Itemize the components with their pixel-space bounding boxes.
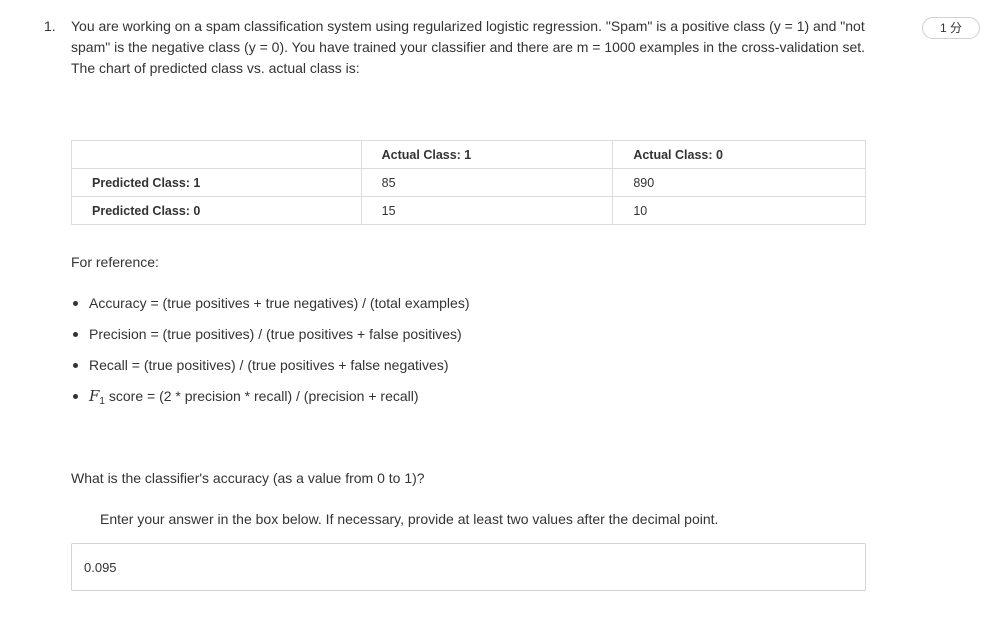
- answer-input[interactable]: [71, 543, 866, 591]
- table-header-cell: Actual Class: 0: [612, 140, 866, 169]
- answer-instruction: Enter your answer in the box below. If n…: [100, 511, 719, 527]
- formula-precision: Precision = (true positives) / (true pos…: [89, 326, 462, 342]
- bullet-icon: [73, 332, 78, 337]
- formula-accuracy: Accuracy = (true positives + true negati…: [89, 295, 470, 311]
- formula-recall: Recall = (true positives) / (true positi…: [89, 357, 449, 373]
- question-text: You are working on a spam classification…: [71, 18, 866, 76]
- formula-f1: score = (2 * precision * recall) / (prec…: [104, 388, 419, 404]
- table-header-row: Actual Class: 1 Actual Class: 0: [71, 140, 866, 169]
- table-cell: 15: [360, 196, 614, 225]
- confusion-matrix-table: Actual Class: 1 Actual Class: 0 Predicte…: [71, 140, 866, 225]
- question-number: 1.: [44, 18, 56, 34]
- table-row: Predicted Class: 0 15 10: [71, 196, 866, 225]
- table-header-cell: [71, 140, 362, 169]
- table-header-cell: Actual Class: 1: [360, 140, 614, 169]
- bullet-icon: [73, 394, 78, 399]
- list-item: F1 score = (2 * precision * recall) / (p…: [71, 386, 470, 417]
- points-badge: 1 分: [922, 17, 980, 39]
- list-item: Accuracy = (true positives + true negati…: [71, 293, 470, 324]
- table-cell: 890: [612, 168, 866, 197]
- bullet-icon: [73, 363, 78, 368]
- formula-list: Accuracy = (true positives + true negati…: [71, 293, 470, 417]
- reference-label: For reference:: [71, 254, 159, 270]
- bullet-icon: [73, 301, 78, 306]
- table-row-label: Predicted Class: 1: [71, 168, 362, 197]
- table-cell: 85: [360, 168, 614, 197]
- f1-symbol: F: [89, 387, 100, 405]
- question-prompt: What is the classifier's accuracy (as a …: [71, 470, 425, 486]
- table-row: Predicted Class: 1 85 890: [71, 168, 866, 197]
- f1-subscript: 1: [99, 396, 105, 407]
- list-item: Recall = (true positives) / (true positi…: [71, 355, 470, 386]
- table-cell: 10: [612, 196, 866, 225]
- list-item: Precision = (true positives) / (true pos…: [71, 324, 470, 355]
- table-row-label: Predicted Class: 0: [71, 196, 362, 225]
